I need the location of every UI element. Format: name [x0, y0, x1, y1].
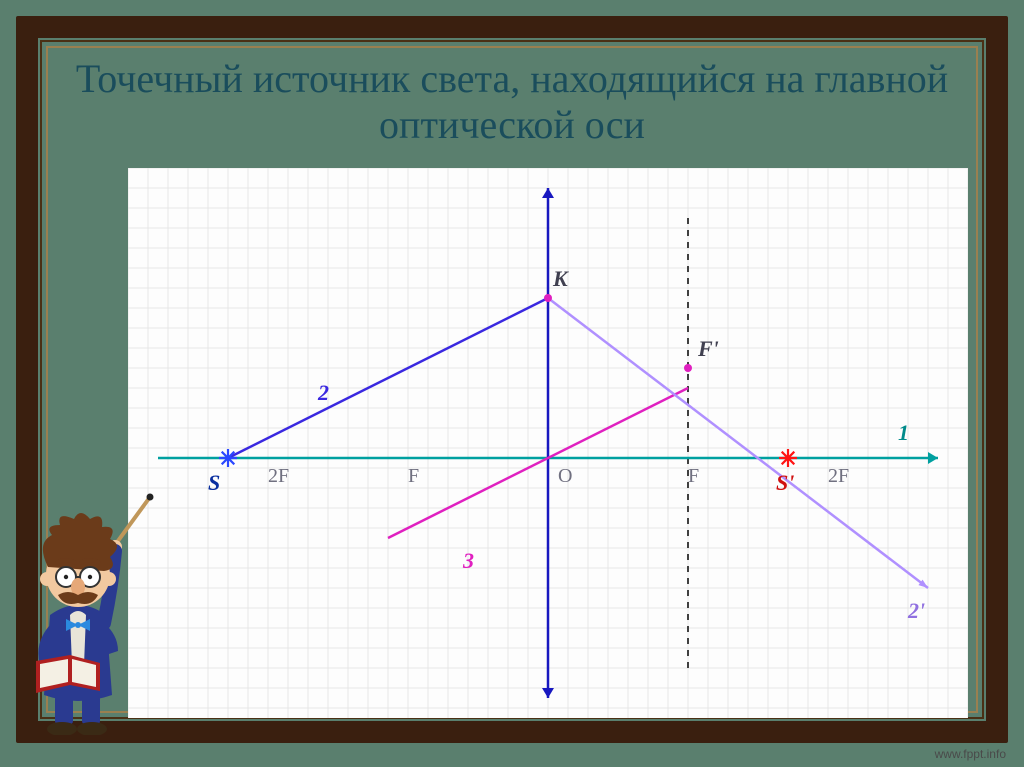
- teacher-svg: [0, 485, 160, 735]
- teacher-illustration: [0, 485, 160, 735]
- svg-text:S': S': [776, 470, 794, 495]
- optics-diagram: 2F F O F 2F 2 2' 3 1 S S' K F': [128, 168, 968, 718]
- svg-text:F': F': [697, 336, 719, 361]
- slide: Точечный источник света, находящийся на …: [0, 0, 1024, 767]
- credit-text: www.fppt.info: [935, 747, 1006, 761]
- svg-text:1: 1: [898, 420, 909, 445]
- svg-text:F: F: [408, 465, 419, 487]
- slide-title: Точечный источник света, находящийся на …: [60, 56, 964, 148]
- svg-text:O: O: [558, 465, 572, 487]
- svg-text:2: 2: [317, 380, 329, 405]
- svg-text:2F: 2F: [268, 465, 289, 487]
- diagram-svg: 2F F O F 2F 2 2' 3 1 S S' K F': [128, 168, 968, 718]
- svg-text:K: K: [552, 266, 569, 291]
- svg-text:3: 3: [462, 548, 474, 573]
- svg-text:2F: 2F: [828, 465, 849, 487]
- svg-text:2': 2': [907, 598, 925, 623]
- svg-text:S: S: [208, 470, 220, 495]
- svg-text:F: F: [688, 465, 699, 487]
